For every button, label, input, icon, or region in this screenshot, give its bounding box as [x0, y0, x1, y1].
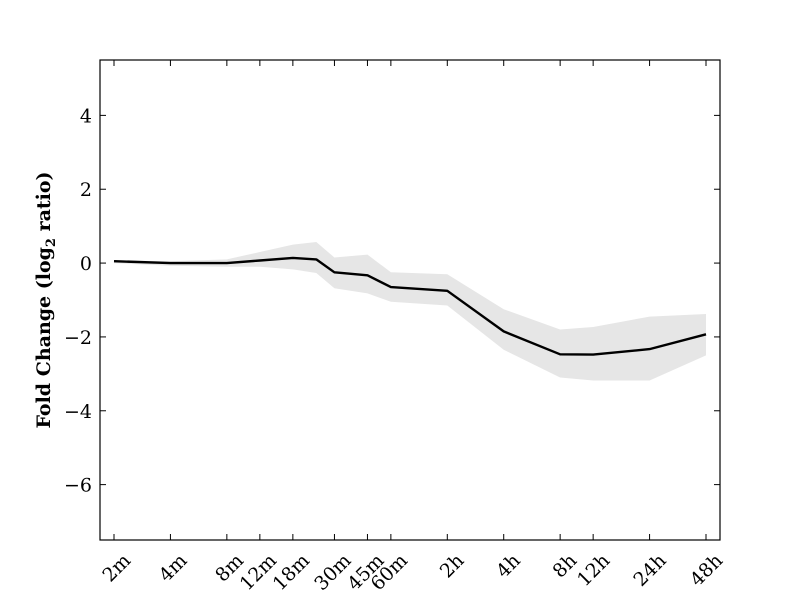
- y-tick-label: 0: [80, 253, 92, 275]
- y-axis-label-subscript: 2: [44, 238, 59, 247]
- y-axis-label: Fold Change (log2 ratio): [33, 171, 59, 428]
- x-tick-label: 4m: [155, 550, 192, 587]
- y-tick-label: 4: [80, 105, 92, 127]
- x-tick-label: 24h: [629, 550, 670, 591]
- x-tick-label: 48h: [686, 550, 727, 591]
- y-axis-label-main: Fold Change (log: [33, 247, 55, 428]
- x-tick-label: 12m: [236, 550, 281, 595]
- x-tick-label: 30m: [310, 550, 355, 595]
- y-axis-label-tail: ratio): [33, 171, 55, 238]
- x-tick-label: 2m: [98, 550, 135, 587]
- x-tick-label: 4h: [492, 550, 525, 583]
- y-tick-label: −4: [64, 401, 92, 423]
- x-tick-label: 12h: [573, 550, 614, 591]
- y-tick-label: 2: [80, 179, 92, 201]
- y-tick-label: −2: [64, 327, 92, 349]
- series-line: [113, 256, 707, 356]
- x-tick-label: 18m: [269, 550, 314, 595]
- confidence-band: [114, 242, 706, 381]
- x-tick-label: 2h: [436, 550, 469, 583]
- y-tick-label: −6: [64, 475, 92, 497]
- plot-frame: [99, 59, 721, 541]
